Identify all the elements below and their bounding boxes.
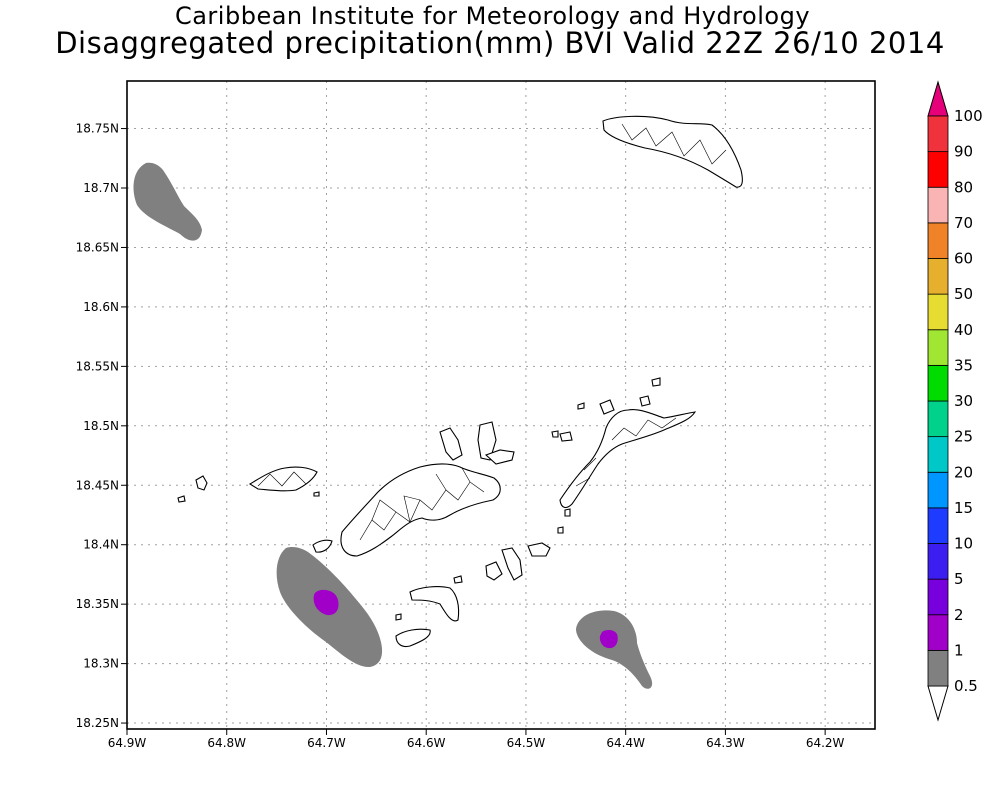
colorbar-swatch xyxy=(927,258,949,295)
colorbar-swatch xyxy=(927,329,949,366)
island-necker xyxy=(651,377,661,387)
island-great-camanoe xyxy=(439,427,463,461)
island-cay-4 xyxy=(559,431,573,442)
island-cay-8 xyxy=(313,491,320,497)
colorbar-label: 60 xyxy=(954,250,973,268)
y-tick-label: 18.35N xyxy=(76,597,119,611)
x-tick-label: 64.7W xyxy=(307,736,346,750)
x-tick-label: 64.2W xyxy=(806,736,845,750)
island-beef-island xyxy=(477,421,497,461)
colorbar-over-arrow xyxy=(927,80,949,117)
chart-title: Caribbean Institute for Meteorology and … xyxy=(174,2,811,30)
colorbar-swatch xyxy=(927,364,949,402)
y-tick-label: 18.6N xyxy=(83,300,119,314)
colorbar-swatch xyxy=(927,151,949,188)
colorbar-label: 25 xyxy=(954,428,973,446)
island-cay-5 xyxy=(395,613,402,621)
island-anegada xyxy=(602,115,743,188)
island-salt xyxy=(409,586,460,622)
island-cay-6 xyxy=(557,526,564,534)
colorbar-label: 0.5 xyxy=(954,677,978,695)
island-cay-2 xyxy=(577,402,585,410)
colorbar-label: 2 xyxy=(954,606,964,624)
island-scrub xyxy=(484,449,515,465)
island-little-thatch xyxy=(195,475,208,491)
island-cay-3 xyxy=(551,430,559,438)
island-mosquito xyxy=(599,399,615,415)
rain-areas xyxy=(133,162,653,689)
y-tick-label: 18.65N xyxy=(76,240,119,254)
x-tick-label: 64.4W xyxy=(606,736,645,750)
x-tick-label: 64.6W xyxy=(407,736,446,750)
y-tick-label: 18.55N xyxy=(76,359,119,373)
rain-core-southwest xyxy=(313,589,339,616)
colorbar-label: 30 xyxy=(954,392,973,410)
district-boundaries xyxy=(257,123,727,541)
y-tick-label: 18.4N xyxy=(83,538,119,552)
island-prickly-pear xyxy=(639,395,651,407)
island-dead-chest xyxy=(453,575,463,584)
colorbar-label: 1 xyxy=(954,641,964,659)
island-jost-van-dyke xyxy=(248,466,318,492)
colorbar-label: 90 xyxy=(954,143,973,161)
island-virgin-gorda xyxy=(559,409,697,509)
colorbar-label: 50 xyxy=(954,285,973,303)
y-tick-label: 18.7N xyxy=(83,181,119,195)
colorbar-swatch xyxy=(927,578,949,616)
island-west-cay xyxy=(312,539,333,553)
x-tick-label: 64.9W xyxy=(108,736,147,750)
x-tick-label: 64.3W xyxy=(706,736,745,750)
islands xyxy=(177,115,743,648)
y-tick-label: 18.45N xyxy=(76,478,119,492)
colorbar-label: 70 xyxy=(954,214,973,232)
colorbar-swatch xyxy=(927,543,949,580)
x-tick-label: 64.5W xyxy=(507,736,546,750)
colorbar-swatch xyxy=(927,400,949,438)
colorbar-under-arrow xyxy=(927,685,949,722)
x-tick-label: 64.8W xyxy=(207,736,246,750)
chart-subtitle: Disaggregated precipitation(mm) BVI Vali… xyxy=(55,26,945,60)
colorbar-label: 15 xyxy=(954,499,973,517)
colorbar-swatch xyxy=(927,471,949,509)
island-fallen-jerusalem xyxy=(527,542,551,557)
colorbar-swatch xyxy=(927,293,949,331)
island-cay-7 xyxy=(564,508,571,517)
island-tortola xyxy=(340,463,501,557)
rain-area-southeast xyxy=(576,610,653,689)
colorbar-swatch xyxy=(927,186,949,224)
y-tick-label: 18.25N xyxy=(76,716,119,730)
colorbar-swatch xyxy=(927,507,949,544)
colorbar-swatch xyxy=(927,436,949,473)
island-ginger xyxy=(501,547,523,581)
colorbar-label: 35 xyxy=(954,356,973,374)
colorbar-label: 20 xyxy=(954,463,973,481)
colorbar-swatch xyxy=(927,649,949,687)
colorbar-swatch xyxy=(927,115,949,153)
map-frame xyxy=(126,80,876,730)
map-grid: 64.9W 64.8W 64.7W 64.6W 64.5W 64.4W 64.3W 64.2W… xyxy=(76,81,875,750)
colorbar-label: 100 xyxy=(954,107,983,125)
colorbar-label: 80 xyxy=(954,178,973,196)
colorbar-label: 40 xyxy=(954,321,973,339)
rain-core-southeast xyxy=(599,629,618,649)
island-cay-1 xyxy=(177,495,186,503)
colorbar-swatch xyxy=(927,614,949,651)
rain-area-northwest xyxy=(133,162,202,241)
colorbar-swatch xyxy=(927,222,949,259)
island-peter xyxy=(395,628,431,648)
y-tick-label: 18.3N xyxy=(83,657,119,671)
colorbar-label: 10 xyxy=(954,535,973,553)
island-cooper xyxy=(485,561,503,581)
colorbar-label: 5 xyxy=(954,570,964,588)
y-tick-label: 18.75N xyxy=(76,122,119,136)
y-tick-label: 18.5N xyxy=(83,419,119,433)
